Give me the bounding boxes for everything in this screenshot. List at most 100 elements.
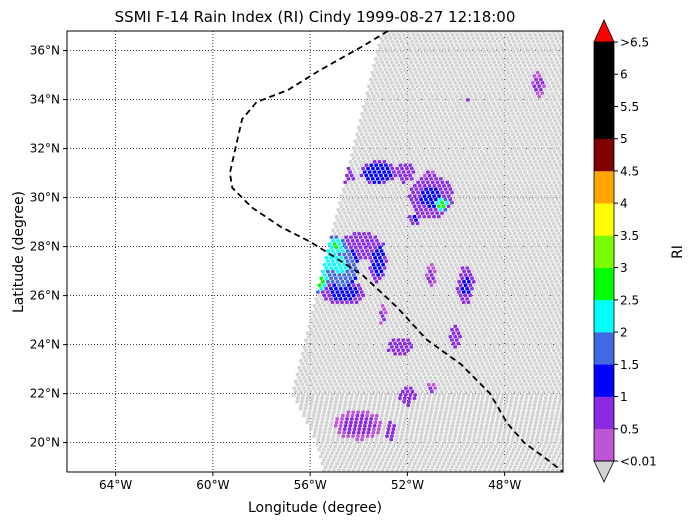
swath-pixel [394, 413, 399, 418]
swath-pixel [547, 454, 552, 459]
swath-pixel [482, 447, 487, 452]
swath-pixel [543, 451, 549, 456]
swath-pixel [478, 430, 483, 435]
swath-pixel [352, 403, 357, 408]
swath-pixel [544, 413, 550, 418]
swath-pixel [410, 444, 416, 449]
swath-pixel [487, 410, 492, 415]
swath-pixel [449, 406, 454, 411]
swath-pixel [316, 447, 322, 452]
swath-pixel [495, 451, 500, 456]
swath-pixel [536, 430, 541, 435]
swath-pixel [527, 403, 532, 408]
swath-pixel [336, 458, 341, 463]
swath-pixel [483, 427, 488, 432]
swath-pixel [381, 406, 386, 411]
swath-pixel [409, 410, 414, 415]
swath-pixel [521, 458, 526, 463]
swath-pixel [563, 194, 567, 198]
swath-pixel [354, 396, 359, 401]
swath-pixel [547, 399, 553, 404]
swath-pixel [547, 465, 552, 469]
swath-pixel [472, 434, 477, 439]
swath-pixel [495, 396, 500, 401]
rain-pixel [371, 430, 376, 435]
swath-pixel [440, 454, 445, 459]
swath-pixel [399, 447, 404, 452]
swath-pixel [345, 393, 350, 397]
swath-pixel [423, 437, 428, 442]
swath-pixel [448, 458, 453, 463]
swath-pixel [448, 468, 453, 472]
swath-pixel [531, 468, 536, 472]
swath-pixel [456, 451, 461, 456]
swath-pixel [461, 461, 466, 466]
swath-pixel [440, 399, 446, 404]
swath-pixel [306, 413, 311, 418]
swath-pixel [497, 468, 502, 472]
swath-pixel [449, 444, 455, 449]
swath-pixel [385, 406, 391, 411]
rain-pixel [359, 417, 364, 421]
swath-pixel [315, 417, 320, 421]
swath-pixel [402, 441, 407, 445]
swath-pixel [470, 399, 475, 404]
swath-pixel [522, 406, 527, 411]
swath-pixel [341, 458, 346, 463]
swath-pixel [440, 444, 445, 449]
swath-pixel [524, 461, 529, 466]
swath-pixel [526, 430, 531, 435]
swath-pixel [392, 420, 397, 425]
swath-pixel [441, 451, 447, 456]
swath-pixel [428, 410, 434, 415]
swath-pixel [511, 447, 516, 452]
swath-pixel [535, 413, 540, 418]
swath-pixel [424, 458, 429, 463]
swath-pixel [497, 458, 502, 463]
swath-pixel [503, 465, 508, 469]
swath-pixel [341, 410, 346, 415]
swath-pixel [388, 396, 393, 401]
swath-pixel [477, 447, 482, 452]
swath-pixel [407, 451, 412, 456]
rain-pixel [359, 437, 365, 442]
swath-pixel [347, 406, 352, 411]
swath-pixel [401, 403, 406, 408]
swath-pixel [556, 444, 562, 449]
swath-pixel [565, 324, 569, 328]
swath-pixel [449, 454, 455, 459]
swath-pixel [371, 406, 376, 411]
rain-pixel [371, 427, 377, 432]
swath-pixel [423, 447, 429, 452]
swath-pixel [563, 225, 567, 229]
swath-pixel [381, 444, 386, 449]
swath-pixel [458, 458, 463, 463]
rain-pixel [365, 413, 370, 418]
swath-pixel [490, 441, 495, 445]
swath-pixel [565, 156, 569, 160]
swath-pixel [551, 427, 556, 432]
swath-pixel [492, 410, 497, 415]
swath-pixel [545, 434, 550, 439]
swath-pixel [378, 417, 384, 421]
rain-pixel [360, 434, 365, 439]
swath-pixel [330, 417, 335, 421]
swath-pixel [437, 437, 442, 442]
swath-pixel [491, 434, 497, 439]
swath-pixel [461, 393, 467, 397]
swath-pixel [560, 434, 563, 439]
swath-pixel [331, 458, 336, 463]
swath-pixel [526, 434, 531, 439]
swath-pixel [495, 417, 500, 421]
swath-pixel [323, 465, 328, 469]
swath-pixel [522, 403, 528, 408]
swath-pixel [362, 403, 367, 408]
swath-pixel [389, 447, 395, 452]
swath-pixel [397, 420, 402, 425]
swath-pixel [337, 444, 343, 449]
swath-pixel [528, 420, 534, 425]
swath-pixel [564, 280, 568, 284]
swath-pixel [370, 410, 375, 415]
swath-pixel [550, 458, 555, 463]
